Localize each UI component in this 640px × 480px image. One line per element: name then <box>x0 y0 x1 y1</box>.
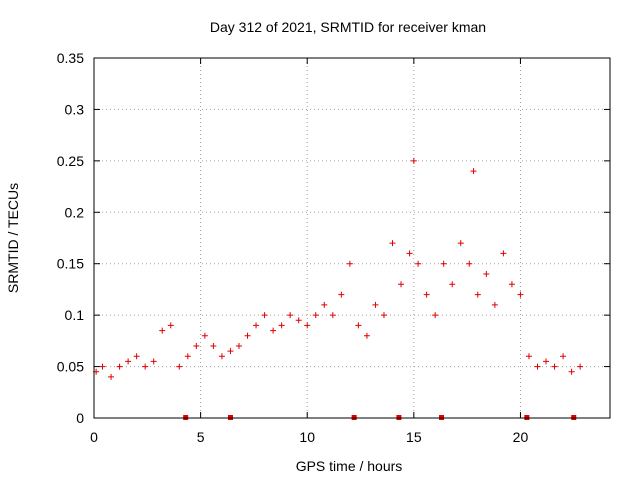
y-tick-label: 0.15 <box>57 256 84 272</box>
data-point <box>568 368 575 375</box>
data-point <box>338 291 345 298</box>
data-point <box>329 312 336 319</box>
data-point <box>321 301 328 308</box>
data-point <box>99 363 106 370</box>
data-point <box>457 240 464 247</box>
data-point <box>116 363 123 370</box>
data-point <box>534 363 541 370</box>
y-tick-label: 0.25 <box>57 153 84 169</box>
data-point <box>210 343 217 349</box>
y-tick-label: 0.35 <box>57 50 84 66</box>
data-point <box>227 348 234 355</box>
y-tick-label: 0.2 <box>65 204 85 220</box>
data-point <box>312 312 319 319</box>
data-point <box>483 271 490 277</box>
x-tick-label: 20 <box>513 429 529 445</box>
data-point <box>235 343 242 349</box>
data-point <box>355 322 362 329</box>
data-point <box>470 168 477 175</box>
data-point <box>406 250 413 257</box>
data-point <box>201 332 208 339</box>
x-tick-label: 0 <box>90 429 98 445</box>
data-point <box>474 291 481 298</box>
data-point <box>466 260 473 267</box>
data-point <box>346 260 353 267</box>
data-point <box>577 363 584 370</box>
data-point <box>253 322 260 329</box>
data-point <box>508 281 515 288</box>
data-point <box>363 332 370 339</box>
y-tick-label: 0.05 <box>57 359 84 375</box>
data-point <box>184 353 191 360</box>
data-point <box>167 322 174 329</box>
data-point <box>159 327 166 334</box>
x-axis: 0 5 10 15 20 <box>90 58 528 445</box>
data-point <box>415 260 422 267</box>
data-point <box>133 353 140 360</box>
data-point <box>270 327 277 334</box>
y-tick-label: 0 <box>76 410 84 426</box>
data-point <box>398 281 405 288</box>
data-point <box>440 260 447 267</box>
data-point <box>261 312 268 319</box>
x-tick-label: 15 <box>406 429 422 445</box>
data-point <box>543 358 550 365</box>
data-point <box>125 358 132 365</box>
data-point <box>432 312 439 319</box>
data-point <box>304 322 311 329</box>
data-point <box>410 157 417 164</box>
data-point <box>500 250 507 257</box>
data-point <box>449 281 456 288</box>
data-point <box>287 312 294 319</box>
y-axis-label: SRMTID / TECUs <box>5 183 21 293</box>
data-points <box>93 157 584 380</box>
data-point <box>389 240 396 247</box>
plot-frame <box>93 57 611 419</box>
data-point <box>295 317 302 324</box>
data-point <box>525 353 532 360</box>
data-point <box>517 291 524 298</box>
data-point <box>560 353 567 360</box>
data-point <box>491 301 498 308</box>
data-point <box>278 322 285 329</box>
data-point <box>142 363 149 370</box>
data-point <box>218 353 225 360</box>
x-tick-label: 5 <box>197 429 205 445</box>
y-tick-label: 0.1 <box>65 307 85 323</box>
data-point <box>423 291 430 298</box>
data-point <box>372 301 379 308</box>
data-point <box>150 358 157 365</box>
y-axis: 0 0.05 0.1 0.15 0.2 0.25 0.3 0.35 <box>57 50 610 426</box>
x-axis-label: GPS time / hours <box>296 458 403 474</box>
data-point <box>176 363 183 370</box>
data-point <box>380 312 387 319</box>
chart-title: Day 312 of 2021, SRMTID for receiver kma… <box>210 19 486 35</box>
y-tick-label: 0.3 <box>65 101 85 117</box>
data-point <box>108 373 115 380</box>
grid-lines <box>94 58 610 418</box>
data-point <box>193 343 200 349</box>
data-point <box>551 363 558 370</box>
x-tick-label: 10 <box>299 429 315 445</box>
data-point <box>244 332 251 339</box>
